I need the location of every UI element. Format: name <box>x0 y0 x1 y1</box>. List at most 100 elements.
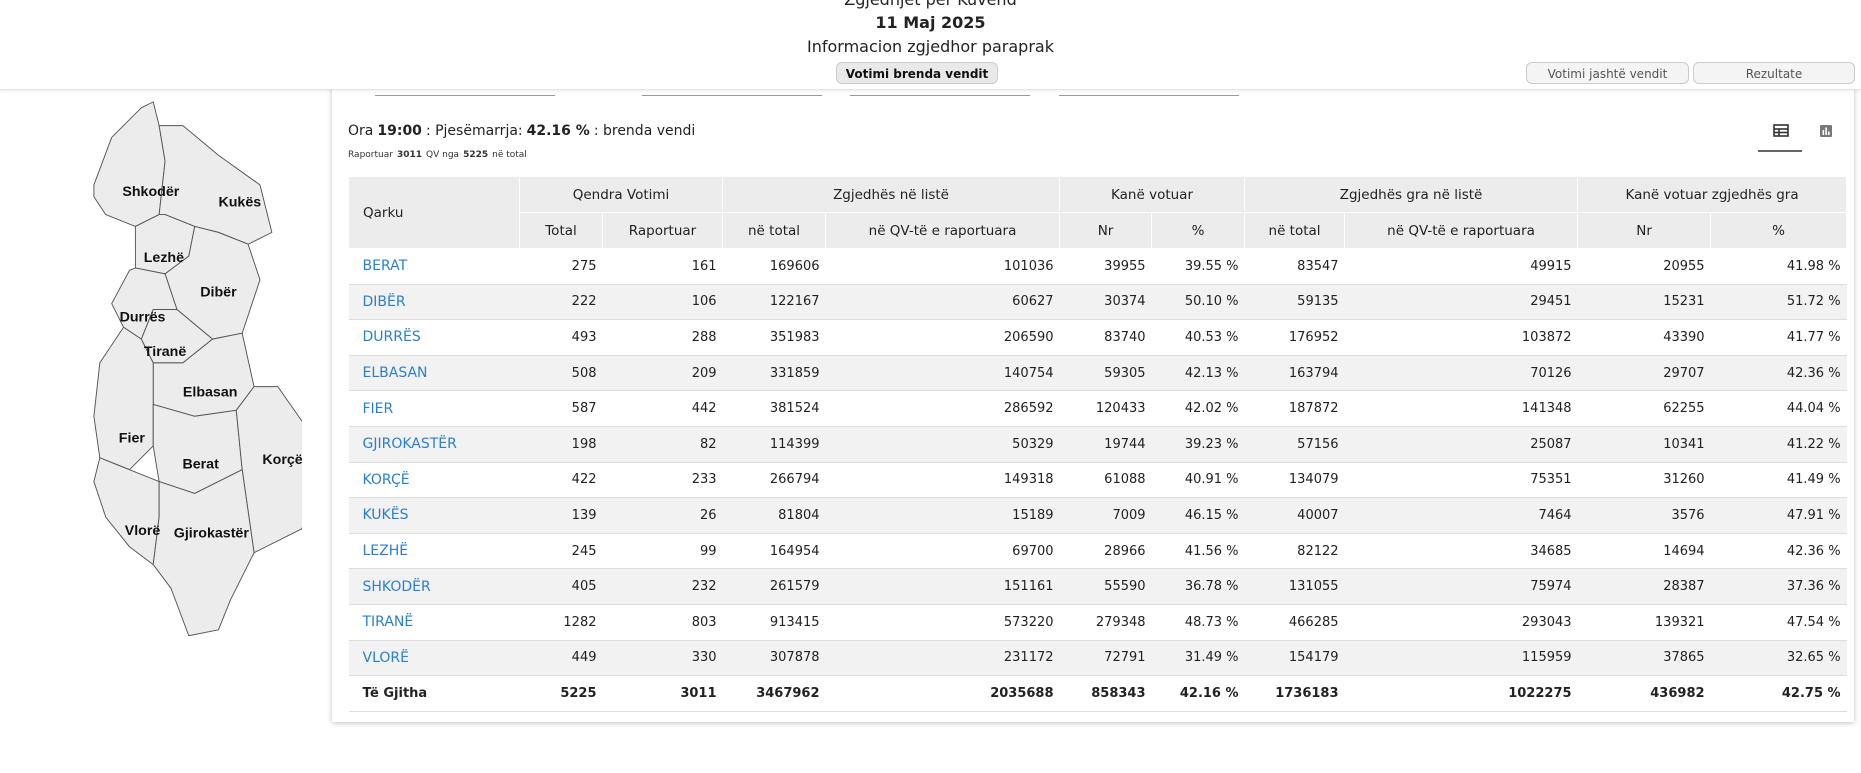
region[interactable] <box>93 457 160 566</box>
table-row: FIER 587 442 381524 286592 120433 42.02 % 18787… <box>348 390 1847 427</box>
tab-button[interactable]: Votimi brenda vendit <box>836 62 998 84</box>
cell: 83740 <box>1059 319 1152 356</box>
cell: 37.36 % <box>1710 568 1847 605</box>
column-group: Kanë votuar zgjedhës gra <box>1577 176 1848 213</box>
cell: 31260 <box>1577 461 1711 498</box>
cell: 163794 <box>1244 354 1345 391</box>
cell: 288 <box>602 319 723 356</box>
cell: 42.36 % <box>1710 354 1847 391</box>
cell: 131055 <box>1244 568 1345 605</box>
cell: 442 <box>602 390 723 427</box>
cell: 42.13 % <box>1151 354 1245 391</box>
cell: 114399 <box>722 425 826 463</box>
cell: 61088 <box>1059 461 1152 498</box>
cell: 59305 <box>1059 354 1152 391</box>
cell: BERAT <box>348 248 520 285</box>
cell: 43390 <box>1577 319 1711 356</box>
text: : brenda vendi <box>593 123 696 139</box>
tab-button[interactable]: Rezultate <box>1693 62 1855 84</box>
cell: 19744 <box>1059 425 1152 463</box>
cell: 14694 <box>1577 532 1711 569</box>
region-link[interactable]: GJIROKASTËR <box>362 436 457 453</box>
region[interactable] <box>152 469 255 637</box>
cell: 222 <box>519 283 603 320</box>
text: Raportuar <box>348 150 393 160</box>
region-link[interactable]: BERAT <box>362 258 408 275</box>
cell: 32.65 % <box>1710 639 1847 676</box>
cell: 245 <box>519 532 603 569</box>
region-label: Berat <box>182 457 219 473</box>
cell: KUKËS <box>348 497 520 534</box>
region-link[interactable]: FIER <box>362 400 394 417</box>
cell: 42.16 % <box>1151 675 1245 712</box>
text: Ora <box>348 123 374 139</box>
region[interactable] <box>93 101 166 227</box>
region-link[interactable]: SHKODËR <box>362 578 431 595</box>
cell: 34685 <box>1344 532 1578 569</box>
region-label: Dibër <box>200 285 237 301</box>
cell: 140754 <box>825 354 1060 391</box>
date: 11 Maj 2025 <box>875 13 986 32</box>
table-row: DURRËS 493 288 351983 206590 83740 40.53 % 1769… <box>348 319 1847 356</box>
count: 3011 <box>396 150 423 160</box>
cell: 59135 <box>1244 283 1345 320</box>
region-label: Elbasan <box>183 384 238 400</box>
table-row: TIRANË 1282 803 913415 573220 279348 48.73 % 46… <box>348 603 1847 641</box>
cell: 122167 <box>722 283 826 320</box>
region-label: Gjirokastër <box>174 525 250 541</box>
cell: 42.02 % <box>1151 390 1245 427</box>
region-link[interactable]: KUKËS <box>362 507 409 524</box>
turnout: 42.16 % <box>526 123 590 139</box>
chart-view-icon[interactable] <box>1820 125 1832 137</box>
table-row: DIBËR 222 106 122167 60627 30374 50.10 % 59135 2… <box>348 283 1847 320</box>
cell: 573220 <box>825 603 1060 641</box>
cell: 69700 <box>825 532 1060 569</box>
cell: 436982 <box>1577 675 1711 712</box>
cell: 381524 <box>722 390 826 427</box>
cell: 493 <box>519 319 603 356</box>
column-header: në QV-të e raportuara <box>1344 212 1579 249</box>
cell: 41.77 % <box>1710 319 1847 356</box>
cell: 209 <box>602 354 723 391</box>
cell: 120433 <box>1059 390 1152 427</box>
cell: FIER <box>348 390 520 427</box>
cell: 351983 <box>722 319 826 356</box>
cell: 60627 <box>825 283 1060 320</box>
cell: 422 <box>519 461 603 498</box>
table-view-icon[interactable] <box>1773 124 1789 137</box>
cell: 99 <box>602 532 723 569</box>
header: Zgjedhjet për Kuvend 11 Maj 2025 Informa… <box>0 0 1861 90</box>
region-link[interactable]: LEZHË <box>362 543 409 560</box>
cell: 176952 <box>1244 319 1345 356</box>
tab-underline <box>1059 95 1239 96</box>
tab-button[interactable]: Votimi jashtë vendit <box>1526 62 1689 84</box>
count: 5225 <box>463 150 489 160</box>
cell: 151161 <box>825 568 1060 605</box>
cell: 48.73 % <box>1151 603 1245 641</box>
region-link[interactable]: DIBËR <box>362 293 406 310</box>
cell: KORÇË <box>348 461 520 498</box>
column-group: Qendra Votimi <box>518 176 724 213</box>
region-link[interactable]: DURRËS <box>362 329 421 346</box>
cell: 42.75 % <box>1710 675 1847 712</box>
cell: 50329 <box>825 425 1060 463</box>
region-link[interactable]: ELBASAN <box>362 365 428 382</box>
cell: 279348 <box>1059 603 1152 641</box>
cell: 82122 <box>1244 532 1345 569</box>
view-switch <box>1758 124 1832 152</box>
cell: 39955 <box>1059 248 1152 285</box>
region-link[interactable]: TIRANË <box>362 614 414 631</box>
region-link[interactable]: KORÇË <box>362 471 410 488</box>
column-group: Kanë votuar <box>1059 176 1246 213</box>
cell: 46.15 % <box>1151 497 1245 534</box>
region-label: Durrës <box>120 310 166 326</box>
cell: 75974 <box>1344 568 1578 605</box>
table-row: VLORË 449 330 307878 231172 72791 31.49 % 15417… <box>348 639 1847 676</box>
cell: 154179 <box>1244 639 1345 676</box>
tab-underline <box>850 95 1030 96</box>
cell: 5225 <box>519 675 603 712</box>
table-row: SHKODËR 405 232 261579 151161 55590 36.78 % 131… <box>348 568 1847 605</box>
region-link[interactable]: VLORË <box>362 649 409 666</box>
cell: 115959 <box>1344 639 1578 676</box>
